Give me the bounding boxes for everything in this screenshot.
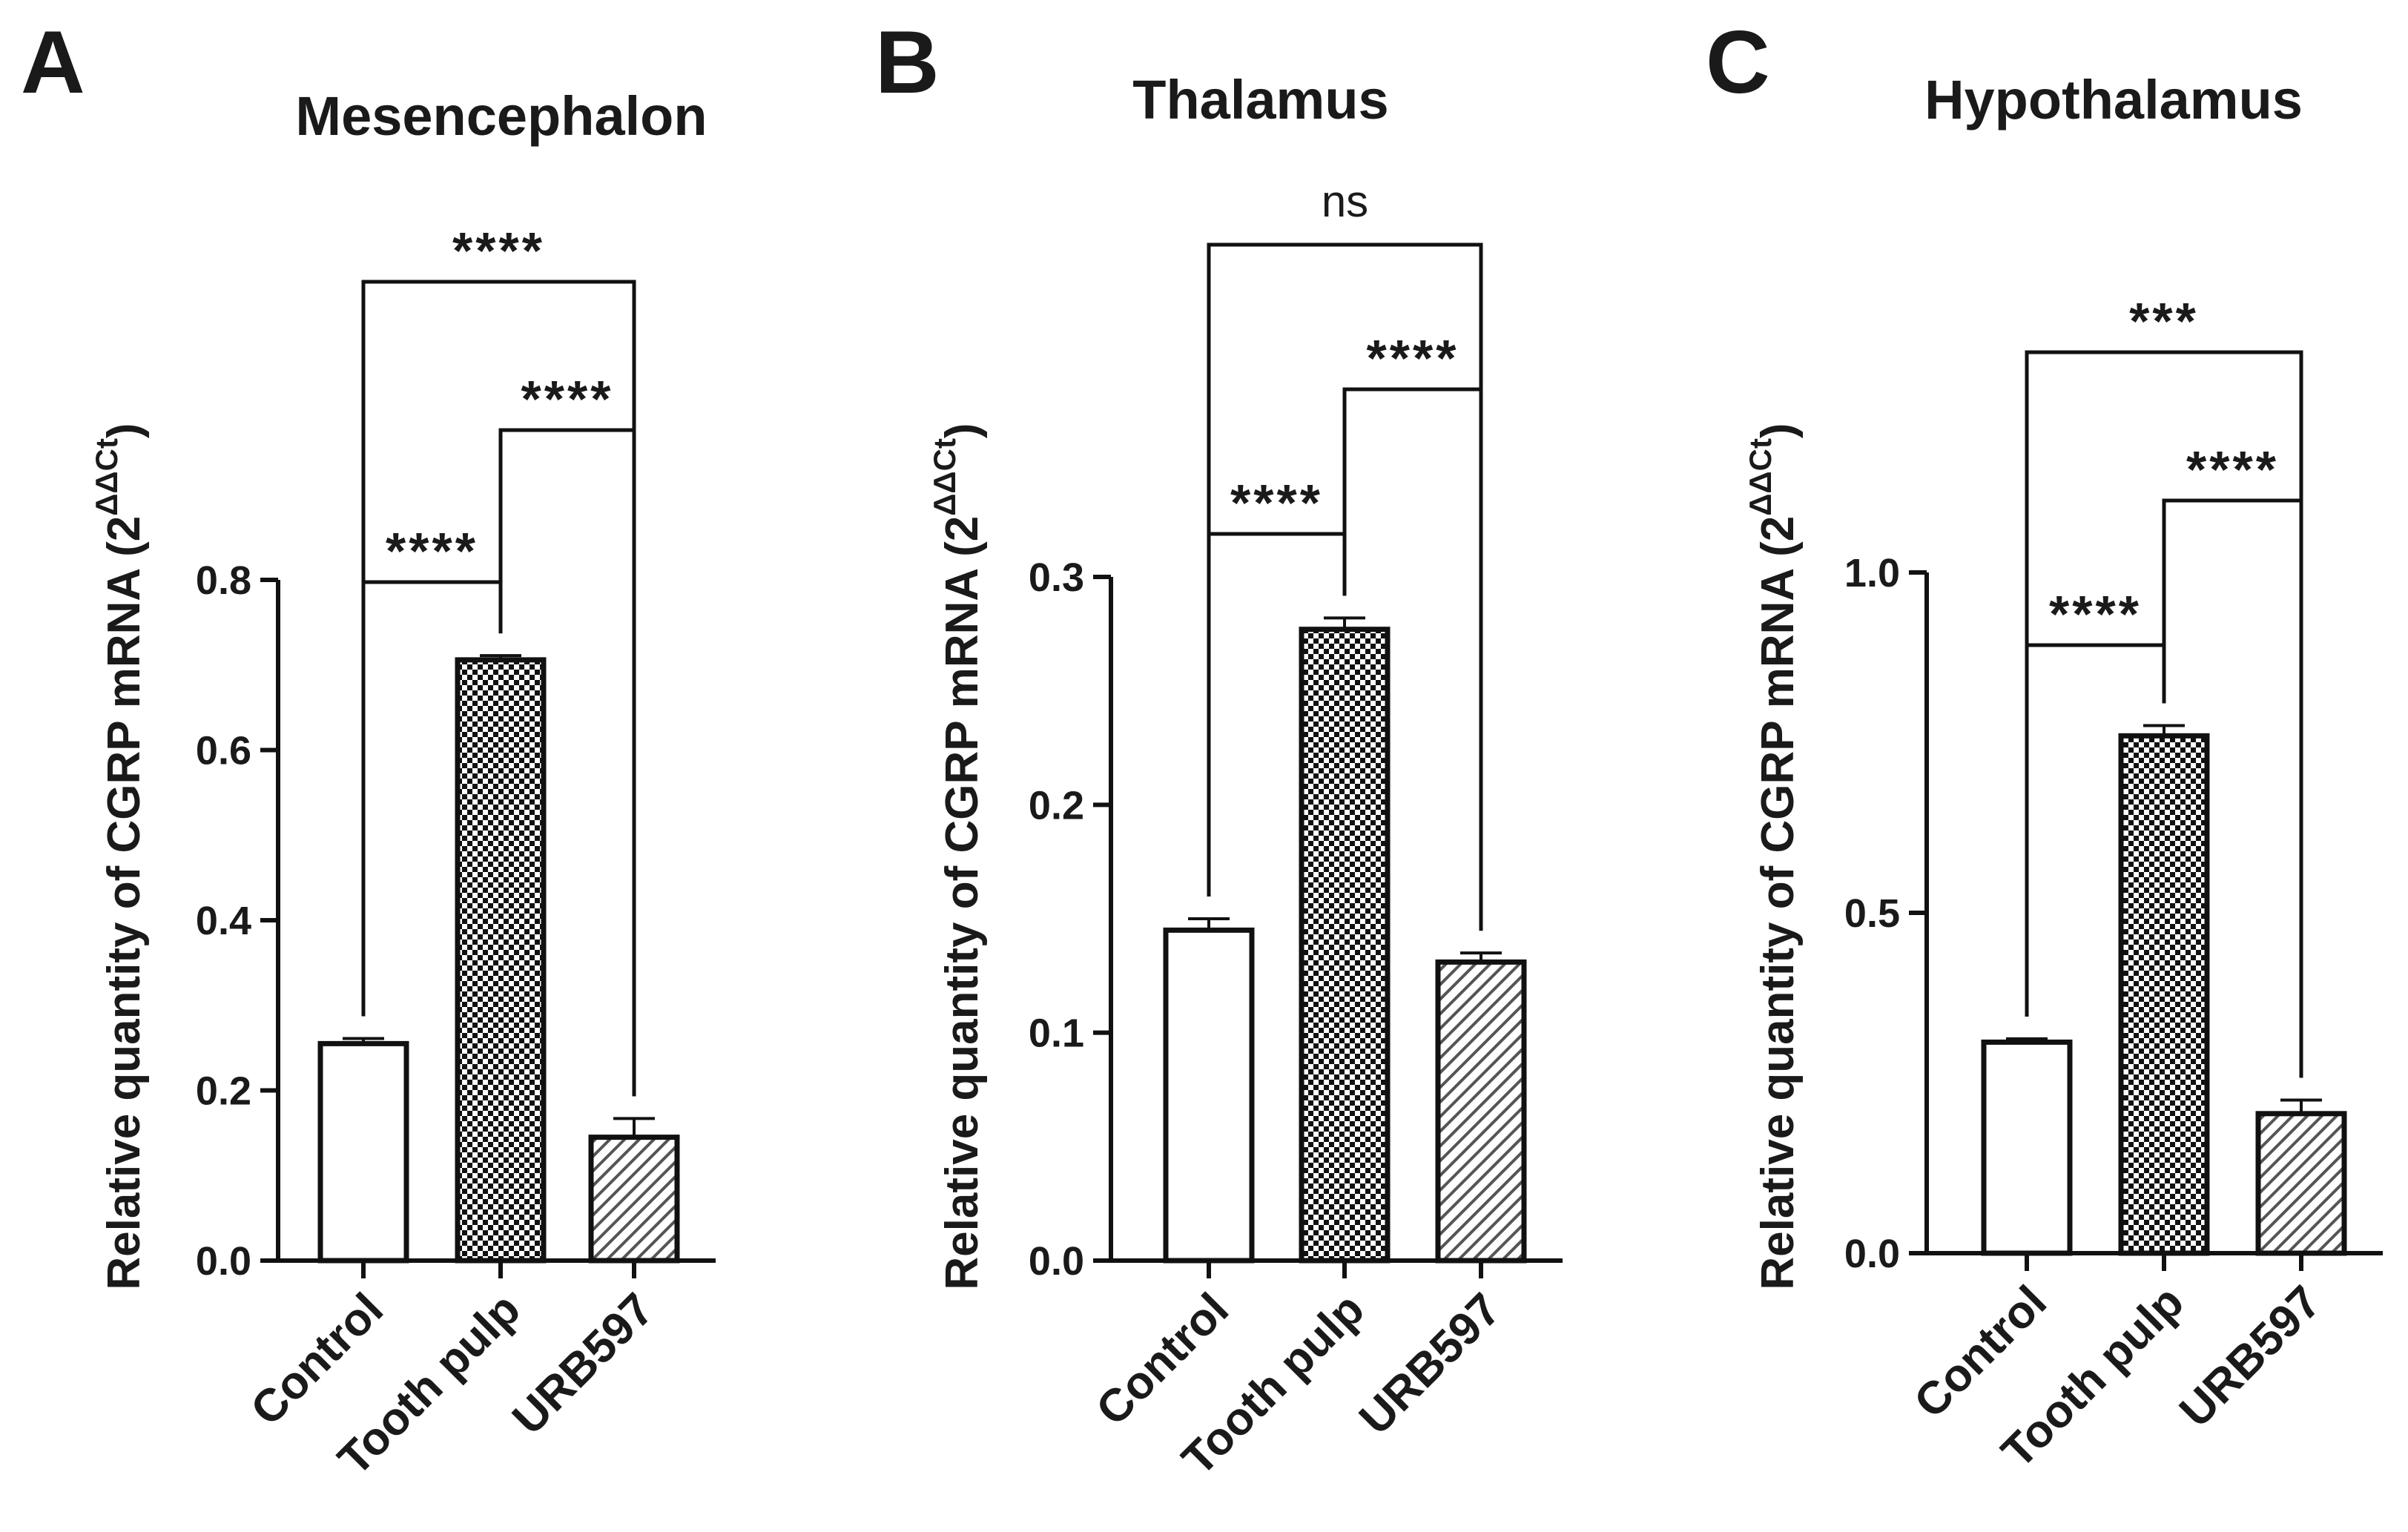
y-axis-label-sup: ΔΔCt (1743, 438, 1778, 516)
panel-title: Mesencephalon (295, 85, 707, 147)
bar (1299, 627, 1391, 1264)
y-axis-label: Relative quantity of CGRP mRNA (2ΔΔCt) (89, 423, 150, 1290)
y-tick-label: 0.2 (1029, 783, 1084, 828)
svg-text:Relative quantity of CGRP mRNA: Relative quantity of CGRP mRNA (2ΔΔCt) (89, 423, 150, 1290)
y-tick-label: 0.2 (196, 1069, 251, 1114)
category-label: URB597 (503, 1284, 664, 1444)
y-tick-label: 0.4 (196, 899, 251, 943)
y-tick-label: 0.6 (196, 729, 251, 773)
svg-text:Relative quantity of CGRP mRNA: Relative quantity of CGRP mRNA (2ΔΔCt) (927, 423, 988, 1290)
significance-label: **** (1230, 474, 1323, 532)
category-label: URB597 (2170, 1276, 2331, 1437)
significance-label: *** (2129, 292, 2199, 350)
y-tick-label: 0.8 (196, 558, 251, 603)
y-tick-label: 0.0 (1029, 1239, 1084, 1284)
bar (1163, 927, 1255, 1264)
y-tick-label: 0.1 (1029, 1011, 1084, 1056)
panel-title: Thalamus (1132, 69, 1388, 131)
significance-bracket (2025, 350, 2303, 1078)
bar (2118, 733, 2210, 1256)
y-tick-label: 0.0 (196, 1239, 251, 1284)
y-axis-label: Relative quantity of CGRP mRNA (2ΔΔCt) (1743, 423, 1804, 1290)
significance-bracket (361, 280, 636, 1097)
y-tick-label: 0.5 (1844, 891, 1900, 936)
significance-label: **** (521, 370, 614, 428)
category-label: URB597 (1350, 1284, 1511, 1444)
panel-title: Hypothalamus (1924, 69, 2303, 131)
significance-bracket (1207, 242, 1483, 931)
panel-b: B Thalamus Relative quantity of CGRP mRN… (875, 13, 1563, 1485)
bar (1435, 959, 1527, 1264)
significance-label: **** (386, 522, 478, 580)
y-axis-label-sup: ΔΔCt (927, 438, 962, 516)
significance-label: **** (452, 222, 545, 280)
panel-letter: C (1706, 13, 1770, 112)
bar (455, 657, 547, 1264)
y-axis-label-sup: ΔΔCt (89, 438, 124, 516)
panel-letter: A (21, 13, 85, 112)
bar (1981, 1039, 2073, 1256)
y-axis-label-close: ) (99, 423, 150, 438)
bar (317, 1040, 409, 1264)
y-tick-label: 0.3 (1029, 555, 1084, 600)
significance-label: **** (1367, 329, 1459, 387)
y-axis-label-text: Relative quantity of CGRP mRNA (2 (1752, 516, 1804, 1290)
y-axis-label-text: Relative quantity of CGRP mRNA (2 (937, 516, 988, 1290)
panel-c: C Hypothalamus Relative quantity of CGRP… (1706, 13, 2383, 1478)
svg-text:Relative quantity of CGRP mRNA: Relative quantity of CGRP mRNA (2ΔΔCt) (1743, 423, 1804, 1290)
y-axis-label-close: ) (1752, 423, 1804, 438)
y-axis-label-text: Relative quantity of CGRP mRNA (2 (99, 516, 150, 1290)
panel-letter: B (875, 13, 940, 112)
bar (588, 1135, 680, 1264)
significance-label: ns (1322, 176, 1368, 226)
y-axis-label-close: ) (937, 423, 988, 438)
y-tick-label: 0.0 (1844, 1232, 1900, 1276)
y-tick-label: 1.0 (1844, 551, 1900, 595)
bar (2255, 1111, 2347, 1256)
significance-label: **** (2049, 585, 2142, 643)
significance-label: **** (2186, 440, 2279, 498)
panel-a: A Mesencephalon Relative quantity of CGR… (21, 13, 716, 1485)
y-axis-label: Relative quantity of CGRP mRNA (2ΔΔCt) (927, 423, 988, 1290)
